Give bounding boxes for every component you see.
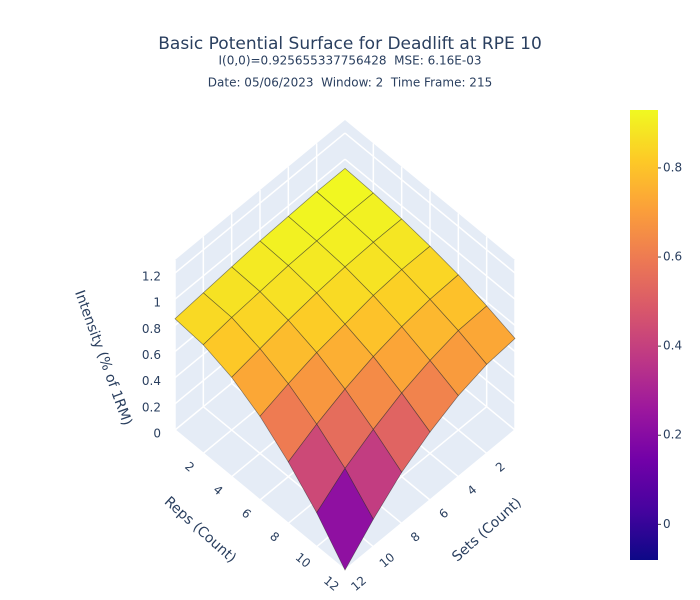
colorbar-tick-label: 0.6 xyxy=(663,250,682,264)
y-tick-label: 10 xyxy=(377,550,398,571)
x-tick-label: 8 xyxy=(267,529,282,545)
z-tick-label: 0 xyxy=(153,427,161,441)
grid-line xyxy=(344,132,516,274)
surface-patch xyxy=(316,467,374,571)
y-tick-label: 6 xyxy=(436,506,451,522)
x-tick-label: 10 xyxy=(293,550,314,571)
grid-line xyxy=(174,158,346,300)
x-tick-label: 12 xyxy=(321,573,342,594)
colorbar-tick-label: 0.8 xyxy=(663,160,682,174)
grid-line xyxy=(344,158,516,300)
z-tick-label: 0.2 xyxy=(142,400,161,414)
z-axis-title: Intensity (% of 1RM) xyxy=(71,288,135,428)
y-tick-label: 4 xyxy=(465,482,480,498)
z-tick-label: 1 xyxy=(153,296,161,310)
z-tick-label: 0.4 xyxy=(142,374,161,388)
y-tick-label: 12 xyxy=(348,573,369,594)
x-tick-label: 4 xyxy=(211,482,226,498)
z-tick-label: 1.2 xyxy=(142,270,161,284)
x-tick-label: 2 xyxy=(182,459,197,475)
y-tick-label: 8 xyxy=(408,529,423,545)
y-axis-title: Sets (Count) xyxy=(449,495,525,565)
grid-line xyxy=(174,429,346,571)
chart-subtitle: Date: 05/06/2023 Window: 2 Time Frame: 2… xyxy=(208,76,492,90)
colorbar-tick-label: 0.4 xyxy=(663,339,682,353)
z-tick-label: 0.8 xyxy=(142,322,161,336)
chart-subtitle: I(0,0)=0.925655337756428 MSE: 6.16E-03 xyxy=(219,54,482,68)
colorbar-tick-label: 0 xyxy=(663,517,671,531)
colorbar xyxy=(630,110,658,560)
chart-title: Basic Potential Surface for Deadlift at … xyxy=(158,34,542,54)
x-tick-label: 6 xyxy=(239,506,254,522)
colorbar-tick-label: 0.2 xyxy=(663,428,682,442)
y-tick-label: 2 xyxy=(493,459,508,475)
z-tick-label: 0.6 xyxy=(142,348,161,362)
x-axis-title: Reps (Count) xyxy=(161,494,239,567)
grid-line xyxy=(174,132,346,274)
